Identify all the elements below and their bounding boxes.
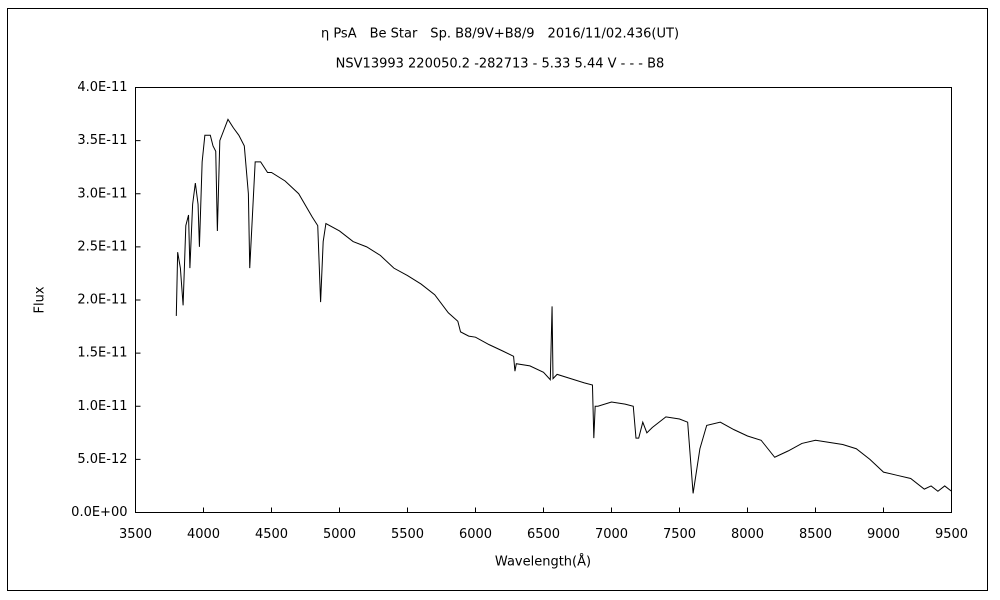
y-tick-label: 3.0E-11 [77,186,127,201]
outer-frame [7,8,988,591]
x-tick-label: 4000 [187,527,220,542]
y-tick-label: 5.0E-12 [77,452,127,467]
chart-title: η PsA Be Star Sp. B8/9V+B8/9 2016/11/02.… [321,27,679,42]
chart-subtitle: NSV13993 220050.2 -282713 - 5.33 5.44 V … [336,57,665,72]
plot-area [135,87,952,513]
y-tick-label: 2.5E-11 [77,239,127,254]
x-tick-label: 9500 [935,527,968,542]
x-tick-label: 4500 [255,527,288,542]
y-axis-label: Flux [33,286,48,313]
x-tick-label: 5500 [391,527,424,542]
x-tick-label: 6500 [527,527,560,542]
y-tick-label: 4.0E-11 [77,80,127,95]
x-tick-label: 7500 [663,527,696,542]
x-tick-label: 6000 [459,527,492,542]
x-axis-label: Wavelength(Å) [495,554,591,570]
y-tick-label: 1.5E-11 [77,346,127,361]
y-tick-label: 2.0E-11 [77,293,127,308]
x-tick-label: 8000 [731,527,764,542]
x-tick-label: 9000 [867,527,900,542]
x-tick-label: 8500 [799,527,832,542]
x-tick-label: 7000 [595,527,628,542]
spectrum-line [175,118,952,494]
y-tick-label: 3.5E-11 [77,133,127,148]
y-tick-label: 1.0E-11 [77,399,127,414]
x-tick-label: 5000 [323,527,356,542]
x-tick-label: 3500 [119,527,152,542]
y-tick-label: 0.0E+00 [71,505,127,520]
